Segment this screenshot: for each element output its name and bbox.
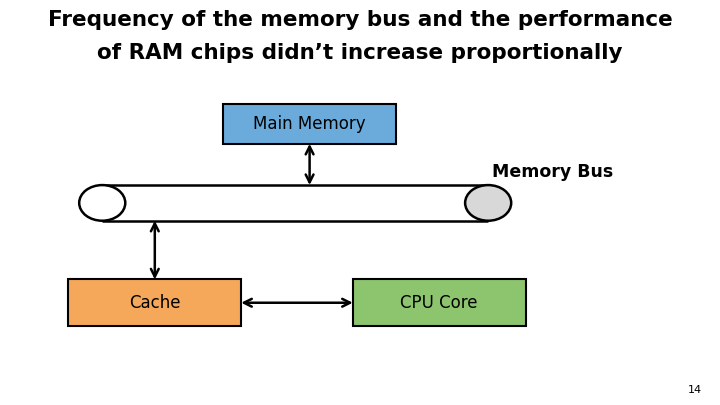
Text: Cache: Cache bbox=[129, 294, 181, 312]
Text: Frequency of the memory bus and the performance: Frequency of the memory bus and the perf… bbox=[48, 10, 672, 30]
FancyBboxPatch shape bbox=[223, 104, 396, 144]
Text: Main Memory: Main Memory bbox=[253, 115, 366, 133]
Ellipse shape bbox=[465, 185, 511, 221]
Text: Memory Bus: Memory Bus bbox=[492, 163, 613, 181]
Text: CPU Core: CPU Core bbox=[400, 294, 478, 312]
Ellipse shape bbox=[79, 185, 125, 221]
Bar bbox=[102, 185, 488, 221]
Text: of RAM chips didn’t increase proportionally: of RAM chips didn’t increase proportiona… bbox=[97, 43, 623, 62]
FancyBboxPatch shape bbox=[68, 279, 241, 326]
FancyBboxPatch shape bbox=[353, 279, 526, 326]
Text: 14: 14 bbox=[688, 385, 702, 395]
